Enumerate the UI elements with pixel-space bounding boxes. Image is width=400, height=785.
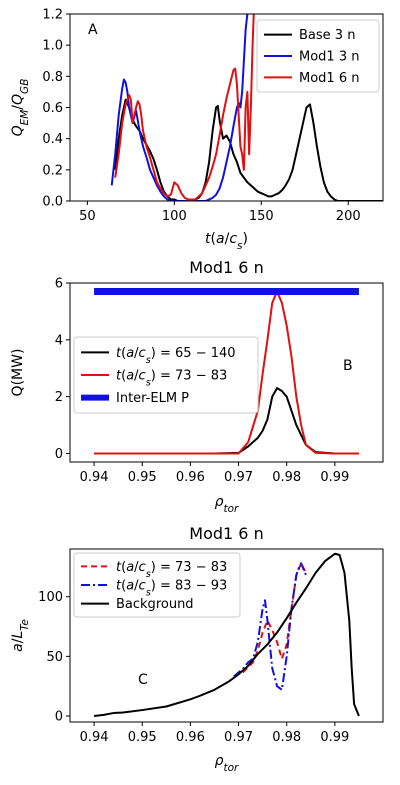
series-line-t-a-c-s-73-83 — [94, 290, 359, 455]
axes-frame — [69, 548, 384, 723]
x-tick-label: 150 — [249, 209, 274, 224]
panel-b-x-axis-label: ρtor — [215, 494, 239, 515]
series-line-t-a-c-s-83-93 — [233, 562, 307, 691]
x-tick-label: 0.99 — [320, 470, 349, 485]
panel-b-letter: B — [343, 358, 353, 374]
legend-entry-inter-elm-p: Inter-ELM P — [116, 391, 189, 406]
legend-entry-mod1-3-n: Mod1 3 n — [299, 50, 359, 65]
y-tick-label: 1.2 — [42, 8, 63, 23]
panel-a-letter: A — [88, 22, 98, 38]
y-tick-label: 0 — [55, 710, 63, 725]
series-line-background — [93, 552, 360, 718]
panel-c-title: Mod1 6 n — [189, 524, 263, 543]
x-tick-label: 0.95 — [128, 730, 157, 745]
x-tick-label: 0.94 — [80, 730, 109, 745]
legend-box — [73, 336, 259, 414]
panel-b-title: Mod1 6 n — [189, 258, 263, 277]
x-tick-label: 0.94 — [80, 470, 109, 485]
series-line-mod1-3-n — [110, 14, 249, 201]
y-tick-label: 0.6 — [42, 101, 63, 116]
series-line-mod1-6-n — [114, 14, 255, 201]
legend-entry-base-3-n: Base 3 n — [299, 28, 355, 43]
legend-entry-mod1-6-n: Mod1 6 n — [299, 71, 359, 86]
axes-frame — [69, 282, 384, 463]
legend-entry-t-a-c-s-73-83: t(a/cs) = 73 − 83 — [116, 369, 227, 389]
x-tick-label: 200 — [336, 209, 361, 224]
panel-c: Mod1 6 n 0.94 0.95 0.96 0.97 0.98 0.99050100 … — [10, 524, 384, 774]
x-tick-label: 0.97 — [224, 730, 253, 745]
y-tick-label: 6 — [55, 277, 63, 292]
panel-b-y-axis-label: Q(MW) — [10, 349, 26, 397]
y-tick-label: 0 — [55, 447, 63, 462]
series-line-base-3-n — [114, 98, 383, 201]
y-tick-label: 0.8 — [42, 70, 63, 85]
y-tick-label: 0.0 — [42, 195, 63, 210]
panel-c-plot-area — [69, 548, 384, 723]
panel-c-x-axis-label: ρtor — [215, 753, 239, 774]
panel-c-ticks: 0.94 0.95 0.96 0.97 0.98 0.99 0 50 100 — [38, 590, 349, 745]
y-tick-label: 4 — [55, 333, 63, 348]
y-tick-label: 0.4 — [42, 132, 63, 147]
legend-entry-background: Background — [116, 597, 194, 612]
y-tick-label: 50 — [46, 650, 63, 665]
legend-box — [73, 552, 241, 618]
legend-entry-t-a-c-s-73-83: t(a/cs) = 73 − 83 — [116, 560, 227, 580]
x-tick-label: 100 — [162, 209, 187, 224]
x-tick-label: 0.95 — [128, 470, 157, 485]
panel-a-plot-area — [69, 13, 384, 202]
legend-entry-t-a-c-s-65-140: t(a/cs) = 65 − 140 — [116, 346, 236, 366]
x-tick-label: 0.96 — [176, 470, 205, 485]
panel-b-plot-area — [69, 282, 384, 463]
panel-b-ticks: 0.94 0.95 0.96 0.97 0.98 0.99 0 2 4 6 — [55, 277, 350, 486]
panel-a-x-axis-label: t(a/cs) — [205, 231, 248, 252]
panel-c-y-axis-label: a/LTe — [10, 619, 31, 652]
panel-c-letter: C — [138, 672, 148, 688]
x-tick-label: 0.98 — [272, 730, 301, 745]
panel-c-legend: t(a/cs) = 73 − 83t(a/cs) = 83 − 93Backgr… — [73, 552, 241, 618]
panel-a-ticks: 50 100 150 200 0.0 0.2 0.4 0.6 0.8 1.0 1.2 — [42, 8, 360, 225]
legend-box — [256, 19, 380, 93]
panel-a-y-axis-label: QEM/QGB — [10, 79, 31, 137]
x-tick-label: 50 — [79, 209, 96, 224]
x-tick-label: 0.99 — [320, 730, 349, 745]
x-tick-label: 0.96 — [176, 730, 205, 745]
x-tick-label: 0.97 — [224, 470, 253, 485]
legend-entry-t-a-c-s-83-93: t(a/cs) = 83 − 93 — [116, 579, 227, 599]
y-tick-label: 100 — [38, 590, 63, 605]
y-tick-label: 1.0 — [42, 39, 63, 54]
panel-a-legend: Base 3 n Mod1 3 n Mod1 6 n — [256, 19, 380, 93]
panel-b: Mod1 6 n 0.94 0.95 0.96 0.97 0.98 0.99 0 2 4 6 ρt… — [10, 258, 384, 515]
panel-b-legend: t(a/cs) = 65 − 140 t(a/cs) = 73 − 83 Inter… — [73, 336, 259, 414]
x-tick-label: 0.98 — [272, 470, 301, 485]
panel-a: 50 100 150 200 0.0 0.2 0.4 0.6 0.8 1.0 1.2 t(a/cs)… — [10, 8, 384, 252]
y-tick-label: 0.2 — [42, 163, 63, 178]
y-tick-label: 2 — [55, 390, 63, 405]
